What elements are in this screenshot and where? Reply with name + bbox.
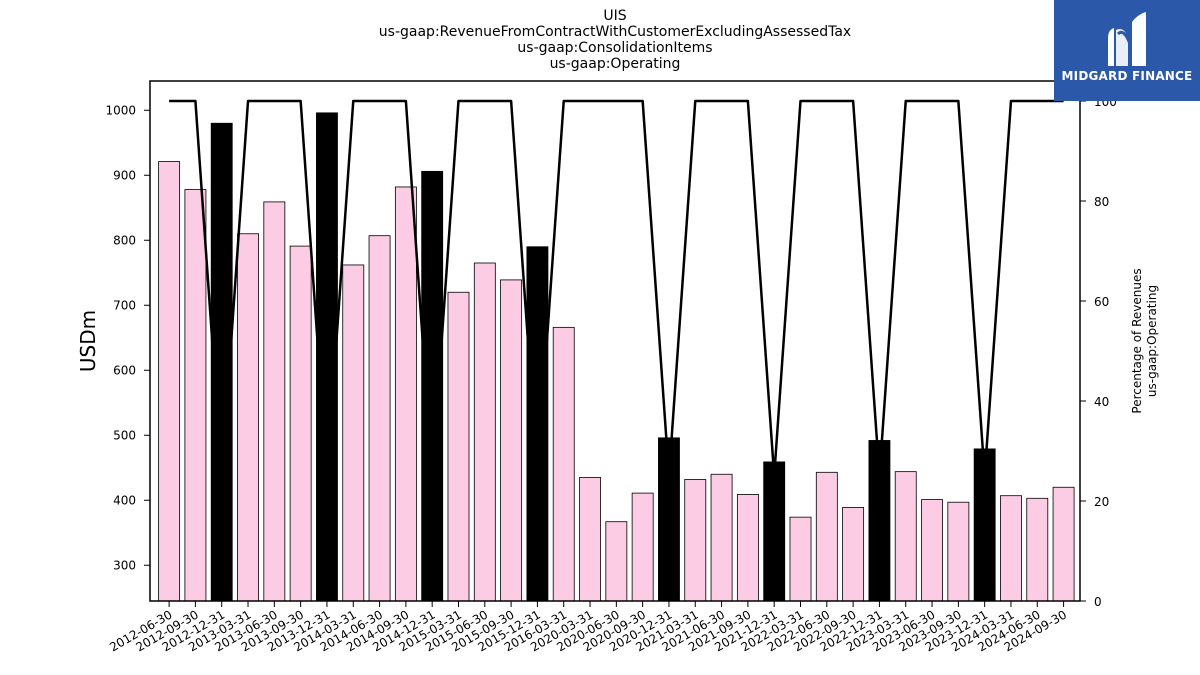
y-tick-label: 400 [113, 493, 136, 507]
y-tick-label: 900 [113, 168, 136, 182]
bar [605, 521, 628, 602]
y-tick-label: 600 [113, 363, 136, 377]
bar [263, 201, 286, 602]
y-tick-label: 500 [113, 428, 136, 442]
y-tick-label: 300 [113, 558, 136, 572]
chart-title: UISus-gaap:RevenueFromContractWithCustom… [379, 8, 851, 72]
bar [894, 471, 917, 602]
logo: MIDGARD FINANCE [1054, 0, 1200, 101]
bar [789, 516, 812, 602]
y2-axis-label: Percentage of Revenues [1130, 268, 1144, 413]
y-tick-label: 1000 [105, 103, 136, 117]
bar [184, 189, 207, 602]
bar [158, 161, 181, 602]
bar [579, 477, 601, 602]
bar [447, 291, 470, 602]
y2-tick-label: 60 [1094, 295, 1109, 309]
bar [289, 245, 312, 602]
y2-tick-label: 0 [1094, 595, 1102, 609]
plot-frame [149, 80, 1081, 602]
title-line: us-gaap:Operating [550, 56, 681, 72]
bar [237, 233, 259, 602]
axis-labels: USDm Percentage of Revenues us-gaap:Operat… [76, 268, 1159, 413]
bar [1052, 486, 1075, 602]
bar [763, 461, 786, 602]
bar [1026, 497, 1049, 602]
bar [921, 499, 943, 602]
bar [1000, 495, 1022, 602]
bar [842, 506, 865, 602]
bar [368, 235, 391, 602]
bar [736, 493, 759, 602]
percentage-line [169, 99, 1064, 478]
bar [947, 501, 970, 602]
bar [342, 264, 365, 602]
x-axis-ticks: 2012-06-302012-09-302012-12-312013-03-31… [107, 601, 1069, 654]
y2-tick-label: 80 [1094, 195, 1109, 209]
y2-tick-label: 40 [1094, 395, 1109, 409]
title-line: us-gaap:ConsolidationItems [517, 40, 712, 56]
bars [158, 112, 1075, 602]
bar [631, 492, 654, 602]
bar [500, 279, 523, 602]
bar [684, 479, 707, 602]
title-line: UIS [603, 8, 626, 24]
y2-tick-label: 20 [1094, 495, 1109, 509]
bar [815, 471, 838, 602]
y-tick-label: 800 [113, 233, 136, 247]
series-line [169, 99, 1064, 478]
bar [394, 186, 417, 602]
y-axis-label: USDm [76, 310, 100, 372]
midgard-logo-icon [1108, 12, 1146, 66]
bar [526, 246, 549, 602]
left-axis-ticks: 300 400 500 600 700 800 900 1000 [105, 103, 150, 572]
title-line: us-gaap:RevenueFromContractWithCustomerE… [379, 24, 851, 40]
bar [710, 473, 733, 602]
axes [149, 80, 1081, 602]
y-tick-label: 700 [113, 298, 136, 312]
bar [473, 262, 496, 602]
y2-axis-label: us-gaap:Operating [1145, 285, 1159, 397]
bar [552, 326, 575, 602]
logo-text: MIDGARD FINANCE [1061, 69, 1193, 83]
